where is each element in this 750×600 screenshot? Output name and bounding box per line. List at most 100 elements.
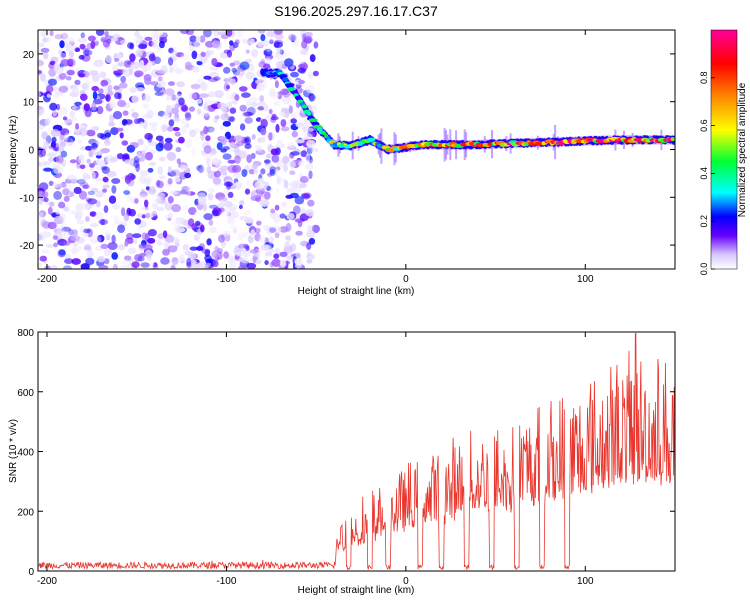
heatmap-cell bbox=[245, 100, 252, 107]
heatmap-cell bbox=[100, 79, 109, 87]
heatmap-cell bbox=[203, 213, 213, 221]
heatmap-cell bbox=[159, 31, 167, 38]
heatmap-cell bbox=[244, 188, 251, 195]
heatmap-cell bbox=[206, 262, 211, 267]
heatmap-cell bbox=[268, 132, 273, 141]
heatmap-cell bbox=[276, 60, 286, 70]
heatmap-cell bbox=[38, 212, 44, 218]
heatmap-cell bbox=[130, 108, 136, 115]
heatmap-cell bbox=[246, 262, 257, 269]
y-tick-label: 200 bbox=[17, 507, 34, 518]
heatmap-cell bbox=[171, 94, 177, 101]
heatmap-cell bbox=[188, 106, 196, 112]
heatmap-cell bbox=[124, 240, 129, 247]
heatmap-cell bbox=[223, 181, 233, 187]
heatmap-cell bbox=[233, 60, 241, 66]
heatmap-cell bbox=[203, 30, 212, 38]
heatmap-cell bbox=[176, 81, 186, 88]
heatmap-cell bbox=[167, 166, 172, 173]
heatmap-cell bbox=[217, 31, 227, 36]
heatmap-cell bbox=[145, 212, 151, 219]
heatmap-cell bbox=[200, 55, 209, 64]
heatmap-cell bbox=[207, 170, 217, 180]
heatmap-cell bbox=[91, 142, 98, 149]
heatmap-cell bbox=[92, 91, 98, 100]
heatmap-cell bbox=[131, 261, 140, 268]
heatmap-cell bbox=[282, 96, 291, 105]
heatmap-cell bbox=[78, 73, 86, 78]
heatmap-cell bbox=[268, 236, 274, 245]
heatmap-cell bbox=[264, 260, 269, 266]
heatmap-cell bbox=[228, 203, 238, 212]
heatmap-cell bbox=[279, 259, 287, 268]
heatmap-cell bbox=[201, 55, 208, 63]
heatmap-cell bbox=[226, 49, 233, 58]
heatmap-cell bbox=[273, 253, 280, 259]
heatmap-cell bbox=[60, 150, 68, 158]
heatmap-cell bbox=[71, 106, 81, 112]
heatmap-cell bbox=[273, 101, 281, 106]
heatmap-cell bbox=[108, 195, 117, 204]
heatmap-cell bbox=[195, 36, 201, 42]
spectrogram-y-ticks: -20 -10 0 10 20 bbox=[20, 50, 675, 252]
heatmap-cell bbox=[102, 40, 110, 48]
heatmap-cell bbox=[307, 131, 315, 138]
heatmap-cell bbox=[246, 106, 256, 116]
heatmap-cell bbox=[238, 243, 247, 249]
heatmap-cell bbox=[41, 231, 52, 238]
heatmap-cell bbox=[258, 235, 267, 244]
heatmap-cell bbox=[260, 168, 266, 175]
heatmap-cell bbox=[48, 115, 54, 123]
heatmap-cell bbox=[184, 172, 192, 179]
heatmap-cell bbox=[285, 194, 294, 199]
heatmap-cell bbox=[77, 155, 85, 165]
heatmap-cell bbox=[65, 43, 73, 53]
heatmap-cell bbox=[172, 117, 181, 123]
heatmap-cell bbox=[250, 48, 259, 58]
heatmap-cell bbox=[297, 160, 304, 167]
heatmap-cell bbox=[120, 39, 128, 45]
heatmap-cell bbox=[269, 91, 280, 99]
heatmap-cell bbox=[151, 39, 158, 48]
heatmap-cell bbox=[47, 206, 53, 215]
heatmap-cell bbox=[290, 118, 298, 124]
heatmap-cell bbox=[114, 92, 121, 100]
heatmap-cell bbox=[80, 93, 88, 102]
heatmap-cell bbox=[111, 252, 118, 260]
heatmap-cell bbox=[273, 41, 283, 48]
heatmap-cell bbox=[162, 112, 170, 119]
heatmap-cell bbox=[179, 30, 190, 35]
heatmap-cell bbox=[670, 137, 675, 142]
heatmap-cell bbox=[62, 116, 68, 121]
heatmap-cell bbox=[133, 237, 138, 245]
y-tick-label: 0 bbox=[28, 567, 34, 578]
heatmap-cell bbox=[85, 216, 90, 222]
heatmap-cell bbox=[88, 149, 94, 158]
heatmap-cell bbox=[307, 225, 314, 231]
colorbar-ticks: 0.0 0.2 0.4 0.6 0.8 bbox=[699, 72, 715, 275]
heatmap-cell bbox=[205, 135, 211, 142]
heatmap-cell bbox=[102, 184, 110, 189]
heatmap-cell bbox=[274, 247, 280, 253]
heatmap-cell bbox=[280, 126, 290, 132]
heatmap-cell bbox=[222, 230, 231, 236]
heatmap-cell bbox=[308, 237, 316, 245]
heatmap-cell bbox=[104, 31, 109, 37]
heatmap-cell bbox=[130, 62, 135, 71]
heatmap-cell bbox=[295, 159, 305, 164]
heatmap-cell bbox=[105, 93, 111, 102]
heatmap-cell bbox=[227, 159, 236, 164]
heatmap-cell bbox=[232, 70, 241, 76]
heatmap-cell bbox=[245, 49, 250, 54]
heatmap-cell bbox=[288, 160, 296, 169]
heatmap-cell bbox=[167, 245, 178, 253]
heatmap-cell bbox=[216, 142, 223, 151]
heatmap-cell bbox=[205, 258, 213, 264]
heatmap-cell bbox=[83, 103, 91, 112]
y-tick-label: 400 bbox=[17, 448, 34, 459]
heatmap-cell bbox=[281, 155, 290, 164]
heatmap-cell bbox=[308, 93, 315, 102]
heatmap-cell bbox=[285, 222, 292, 232]
heatmap-cell bbox=[69, 159, 77, 164]
heatmap-cell bbox=[285, 255, 294, 261]
